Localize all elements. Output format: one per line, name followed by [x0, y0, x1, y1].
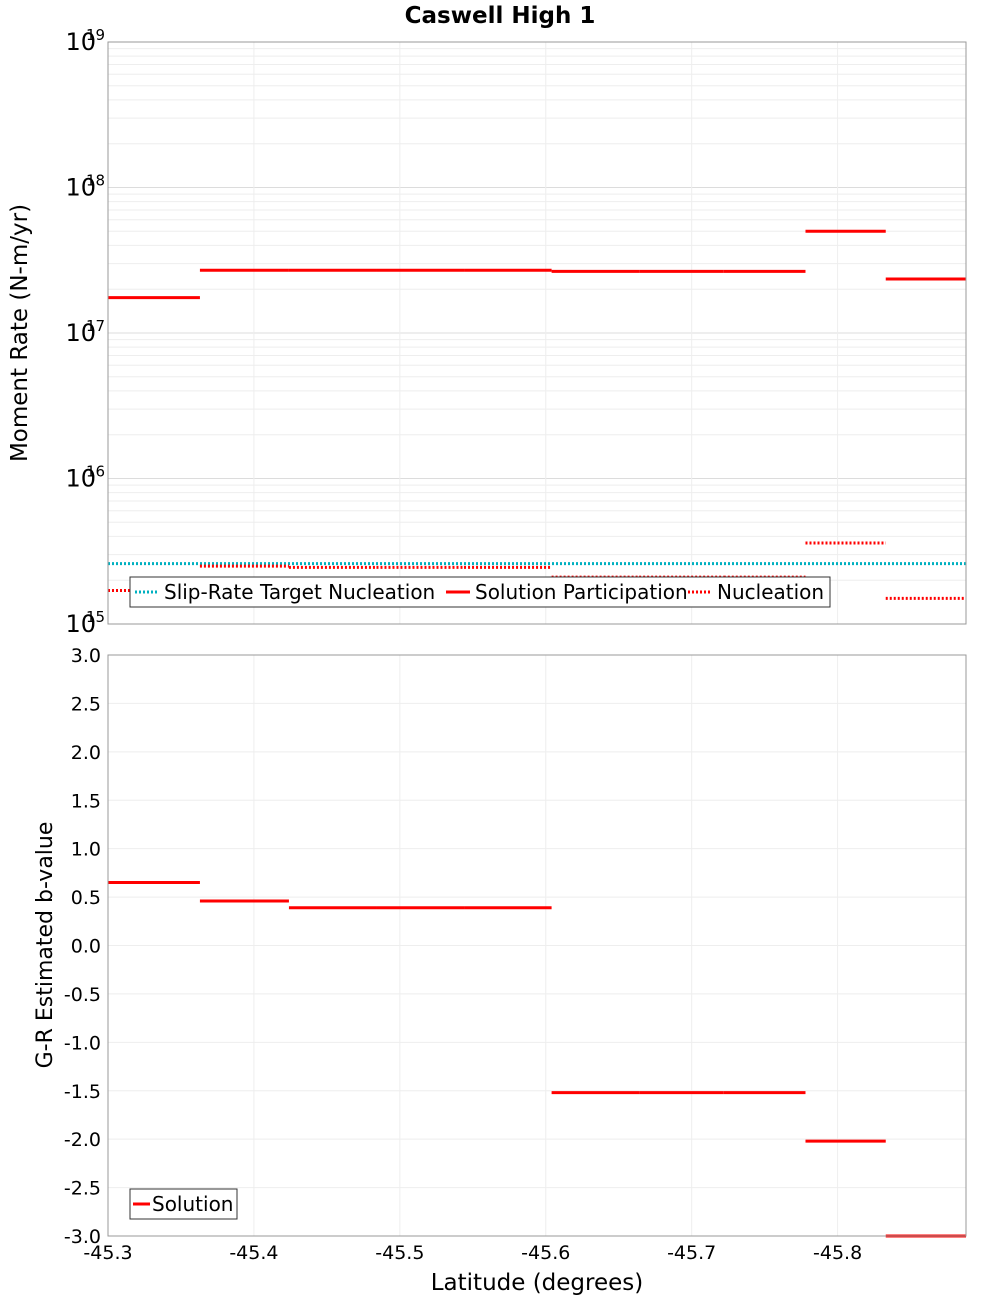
latitude-x-ticks: -45.3 -45.4 -45.5 -45.6 -45.7 -45.8	[83, 1242, 862, 1264]
y-tick-label: -2.0	[64, 1129, 101, 1151]
y-tick-label-base: 10	[65, 174, 96, 202]
y-tick-label: 1.5	[71, 790, 101, 812]
b-value-panel: 3.0 2.5 2.0 1.5 1.0 0.5 0.0 -0.5 -1.0 -1.5 -2.0 -2.…	[33, 645, 967, 1296]
y-tick-label: -0.5	[64, 984, 101, 1006]
y-tick-label: -1.5	[64, 1081, 101, 1103]
y-tick-label: -3.0	[64, 1226, 101, 1248]
legend-box	[129, 576, 831, 608]
legend-label: Nucleation	[717, 580, 824, 604]
y-tick-label: 0.0	[71, 936, 101, 958]
y-tick-label-base: 10	[65, 465, 96, 493]
moment-rate-series	[108, 229, 966, 600]
y-tick-label-exponent: 19	[86, 26, 105, 44]
y-tick-label: 2.0	[71, 742, 101, 764]
b-value-legend: Solution	[129, 1188, 238, 1220]
y-tick-label-base: 10	[65, 28, 96, 56]
x-tick-label: -45.7	[667, 1242, 716, 1264]
y-tick-label-exponent: 16	[86, 463, 105, 481]
chart-title: Caswell High 1	[405, 3, 596, 29]
moment-rate-grid	[107, 42, 966, 625]
latitude-x-axis-label: Latitude (degrees)	[431, 1270, 644, 1296]
b-value-y-axis-label: G-R Estimated b-value	[33, 822, 58, 1069]
x-tick-label: -45.6	[521, 1242, 570, 1264]
y-tick-label-exponent: 15	[86, 608, 105, 626]
y-tick-label-base: 10	[65, 319, 96, 347]
b-value-grid	[107, 654, 966, 1237]
x-tick-label: -45.4	[229, 1242, 278, 1264]
moment-rate-y-axis-label: Moment Rate (N-m/yr)	[7, 204, 33, 462]
y-tick-label-exponent: 18	[86, 172, 105, 190]
moment-rate-legend: Slip-Rate Target Nucleation Solution Part…	[129, 576, 831, 608]
y-tick-label: 2.5	[71, 693, 101, 715]
y-tick-label: -2.5	[64, 1178, 101, 1200]
y-tick-label-exponent: 17	[86, 317, 105, 335]
b-value-plot-frame	[107, 654, 967, 1237]
y-tick-label: -1.0	[64, 1032, 101, 1054]
x-tick-label: -45.3	[83, 1242, 132, 1264]
y-tick-label: 3.0	[71, 645, 101, 667]
legend-label: Slip-Rate Target Nucleation	[164, 580, 435, 604]
moment-rate-plot-frame	[107, 41, 967, 625]
legend-label: Solution	[152, 1192, 233, 1216]
b-value-y-ticks: 3.0 2.5 2.0 1.5 1.0 0.5 0.0 -0.5 -1.0 -1.5 -2.0 -2.…	[64, 645, 101, 1248]
y-tick-label: 0.5	[71, 887, 101, 909]
y-tick-label: 1.0	[71, 839, 101, 861]
x-tick-label: -45.8	[813, 1242, 862, 1264]
y-tick-label-base: 10	[65, 610, 96, 638]
legend-label: Solution Participation	[475, 580, 688, 604]
x-tick-label: -45.5	[375, 1242, 424, 1264]
